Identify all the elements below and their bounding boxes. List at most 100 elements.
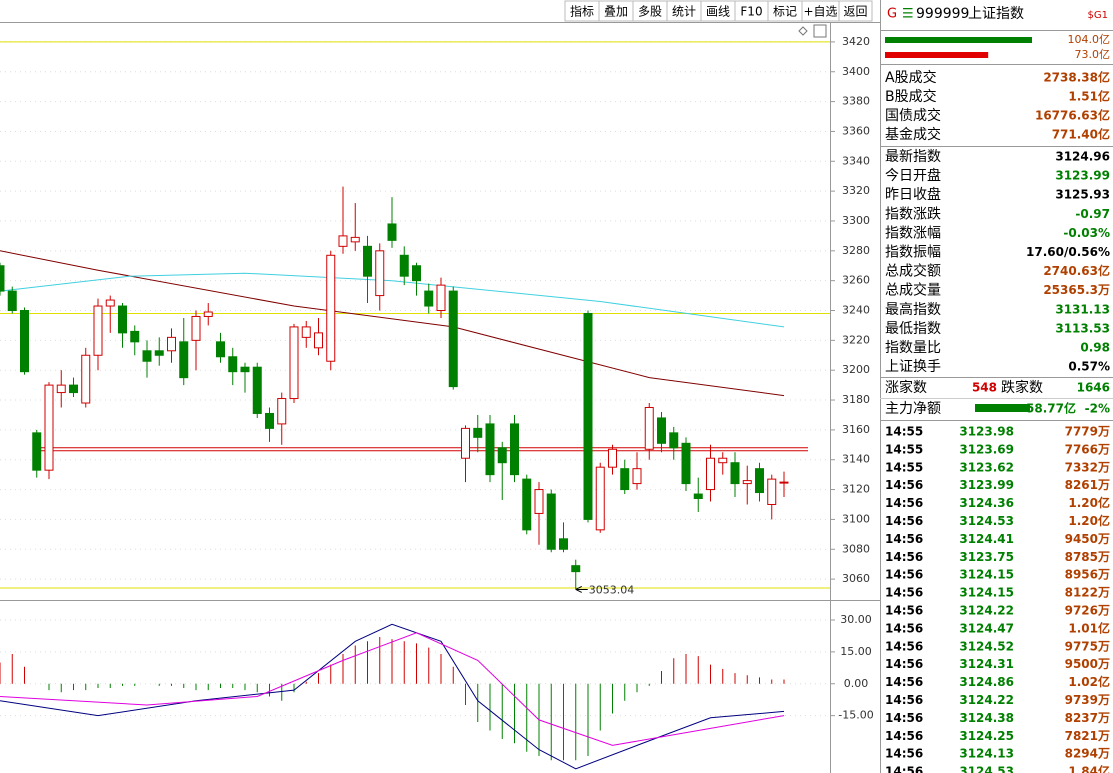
stat-label: 最低指数: [885, 321, 941, 337]
candle-body: [265, 412, 274, 429]
candle-body: [461, 427, 470, 459]
trade-volume: 7332万: [1065, 460, 1110, 474]
trade-price: 3124.47: [959, 621, 1014, 635]
candle-body: [118, 305, 127, 334]
toolbar-label: 统计: [672, 5, 696, 19]
candle-body: [191, 315, 201, 341]
trade-time: 14:56: [885, 729, 923, 743]
candle-body: [363, 245, 372, 277]
diamond-icon[interactable]: [798, 26, 808, 36]
candle-body: [154, 350, 164, 356]
y-tick-label: 3380: [842, 95, 870, 108]
candle-body: [632, 468, 642, 485]
y-tick-label: 3400: [842, 65, 870, 78]
y-tick-label: 3220: [842, 333, 870, 346]
toolbar-label: F10: [740, 5, 762, 19]
y-tick-label: 3180: [842, 393, 870, 406]
candle-body: [81, 354, 91, 404]
trade-time: 14:56: [885, 675, 923, 689]
scroll-icon[interactable]: [813, 24, 827, 38]
trade-price: 3123.62: [959, 460, 1014, 474]
trade-time: 14:56: [885, 496, 923, 510]
candle-body: [767, 478, 777, 505]
trade-volume: 8956万: [1065, 568, 1110, 582]
trade-price: 3124.15: [959, 568, 1014, 582]
stat-value: 3131.13: [1055, 302, 1110, 316]
stat-label: 昨日收盘: [885, 186, 941, 203]
candle-body: [730, 462, 740, 485]
candle-body: [289, 326, 299, 400]
turnover-value: 16776.63亿: [1035, 108, 1110, 123]
volume-label: 73.0亿: [1075, 48, 1111, 61]
candle-body: [522, 478, 532, 531]
trade-price: 3123.98: [959, 425, 1014, 439]
y-tick-label: 3320: [842, 184, 870, 197]
trade-price: 3124.22: [959, 604, 1014, 618]
toolbar-label: 多股: [638, 5, 662, 19]
candle-body: [436, 284, 446, 311]
trade-time: 14:56: [885, 550, 923, 564]
candle-body: [693, 493, 703, 500]
trade-time: 14:55: [885, 442, 923, 456]
stat-label: 指数涨幅: [885, 225, 941, 241]
trade-volume: 1.02亿: [1068, 674, 1110, 689]
trade-price: 3123.75: [959, 550, 1014, 564]
candle-body: [681, 442, 691, 485]
trade-volume: 7821万: [1065, 729, 1110, 743]
candle-body: [375, 250, 385, 297]
y-tick-label: -15.00: [838, 709, 873, 722]
candle-body: [742, 480, 752, 485]
y-tick-label: 3160: [842, 423, 870, 436]
code: 999999: [916, 6, 969, 22]
candle-body: [387, 223, 397, 241]
candle-body: [755, 468, 764, 494]
candle-body: [510, 423, 519, 476]
candle-body: [497, 447, 507, 464]
trade-volume: 9739万: [1065, 693, 1110, 707]
trade-time: 14:56: [885, 604, 923, 618]
candle-body: [105, 299, 115, 307]
candle-body: [167, 336, 176, 352]
toolbar-button[interactable]: [838, 0, 873, 22]
stat-label: 指数量比: [885, 340, 941, 356]
stat-value: 25365.3万: [1043, 283, 1110, 297]
candle-body: [424, 290, 434, 307]
candle-body: [534, 489, 544, 514]
trade-volume: 8294万: [1065, 747, 1110, 761]
trade-volume: 8122万: [1065, 586, 1110, 600]
trade-volume: 9450万: [1065, 532, 1110, 546]
trade-price: 3124.38: [959, 711, 1014, 725]
stat-label: 最新指数: [885, 149, 941, 165]
candle-body: [412, 265, 421, 282]
y-tick-label: 3420: [842, 35, 870, 48]
candle-body: [706, 457, 715, 491]
trade-price: 3123.69: [959, 442, 1014, 456]
turnover-value: 2738.38亿: [1043, 70, 1110, 85]
trade-time: 14:56: [885, 621, 923, 635]
toolbar-label: 画线: [706, 5, 730, 19]
y-tick-label: 0.00: [844, 677, 869, 690]
trade-volume: 8785万: [1065, 550, 1110, 564]
candle-body: [0, 265, 5, 292]
trade-price: 3123.99: [959, 478, 1014, 492]
trade-volume: 1.20亿: [1068, 495, 1110, 510]
candle-body: [20, 310, 29, 373]
trade-volume: 7766万: [1065, 442, 1110, 456]
toolbar-label: 叠加: [604, 5, 628, 19]
breadth-label: 跌家数: [1001, 379, 1043, 396]
stat-value: -0.97: [1075, 207, 1110, 221]
candle-body: [559, 538, 568, 550]
y-tick-label: 3300: [842, 214, 870, 227]
trade-time: 14:55: [885, 460, 923, 474]
breadth-value: 548: [972, 381, 997, 395]
trade-price: 3124.41: [959, 532, 1014, 546]
trade-volume: 9726万: [1065, 604, 1110, 618]
trade-volume: 1.01亿: [1068, 620, 1110, 635]
candle-body: [583, 312, 593, 520]
stat-value: 3125.93: [1055, 188, 1110, 202]
volume-bar: [885, 37, 1032, 43]
trade-time: 14:56: [885, 747, 923, 761]
turnover-value: 771.40亿: [1052, 127, 1110, 142]
trade-time: 14:56: [885, 478, 923, 492]
